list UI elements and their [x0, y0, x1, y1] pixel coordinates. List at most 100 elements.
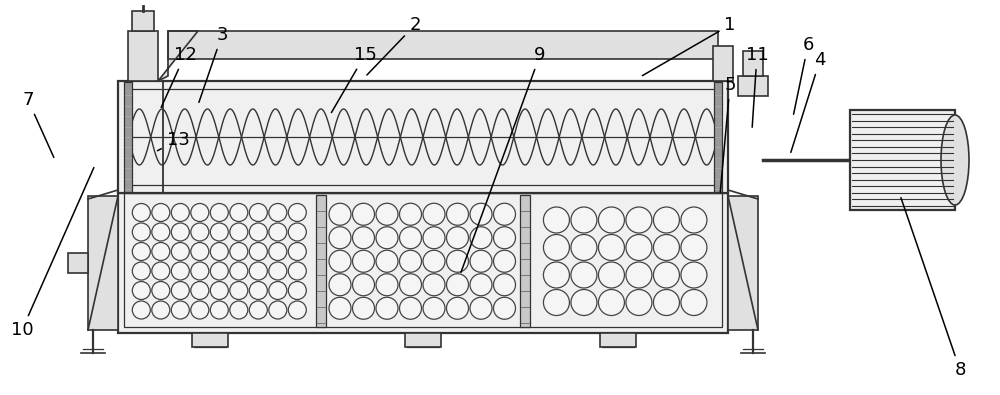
Bar: [128, 31, 158, 81]
Circle shape: [653, 207, 679, 233]
Circle shape: [329, 250, 351, 272]
Circle shape: [288, 243, 306, 260]
Circle shape: [571, 235, 597, 260]
Circle shape: [352, 250, 374, 272]
Circle shape: [329, 274, 351, 296]
Circle shape: [446, 274, 468, 296]
Circle shape: [249, 223, 267, 241]
Circle shape: [543, 262, 569, 288]
Circle shape: [446, 227, 468, 249]
Circle shape: [494, 203, 516, 225]
Circle shape: [653, 262, 679, 288]
Circle shape: [494, 250, 516, 272]
Circle shape: [494, 297, 516, 319]
Bar: [850, 110, 955, 210]
Circle shape: [494, 274, 516, 296]
Circle shape: [191, 243, 209, 260]
Circle shape: [470, 297, 492, 319]
Ellipse shape: [941, 115, 969, 205]
Circle shape: [152, 243, 170, 260]
Circle shape: [376, 227, 398, 249]
Text: 9: 9: [461, 46, 546, 273]
Text: 6: 6: [794, 36, 814, 114]
Circle shape: [400, 250, 422, 272]
Circle shape: [376, 203, 398, 225]
Circle shape: [249, 262, 267, 280]
Circle shape: [446, 297, 468, 319]
Bar: [316, 195, 326, 327]
Text: 13: 13: [157, 131, 189, 151]
Bar: [405, 333, 441, 347]
Circle shape: [191, 282, 209, 299]
Text: 2: 2: [367, 16, 421, 75]
Circle shape: [376, 297, 398, 319]
Bar: [124, 193, 722, 327]
Circle shape: [423, 227, 445, 249]
Text: 8: 8: [901, 198, 966, 379]
Bar: [738, 76, 768, 96]
Circle shape: [249, 301, 267, 319]
Circle shape: [626, 235, 652, 260]
Circle shape: [132, 301, 150, 319]
Circle shape: [681, 290, 707, 316]
Circle shape: [423, 250, 445, 272]
Bar: [118, 193, 728, 333]
Circle shape: [288, 282, 306, 299]
Circle shape: [171, 243, 189, 260]
Circle shape: [470, 274, 492, 296]
Circle shape: [288, 203, 306, 222]
Circle shape: [171, 223, 189, 241]
Text: 10: 10: [11, 167, 94, 339]
Circle shape: [288, 223, 306, 241]
Circle shape: [543, 290, 569, 316]
Circle shape: [230, 262, 248, 280]
Circle shape: [329, 297, 351, 319]
Circle shape: [681, 235, 707, 260]
Circle shape: [598, 235, 624, 260]
Circle shape: [470, 227, 492, 249]
Circle shape: [329, 203, 351, 225]
Circle shape: [494, 227, 516, 249]
Circle shape: [626, 290, 652, 316]
Circle shape: [400, 203, 422, 225]
Circle shape: [152, 203, 170, 222]
Circle shape: [681, 262, 707, 288]
Circle shape: [249, 243, 267, 260]
Circle shape: [653, 235, 679, 260]
Circle shape: [132, 282, 150, 299]
Circle shape: [653, 290, 679, 316]
Circle shape: [598, 290, 624, 316]
Text: 7: 7: [22, 91, 54, 158]
Circle shape: [132, 223, 150, 241]
Bar: [68, 253, 88, 273]
Circle shape: [191, 262, 209, 280]
Text: 15: 15: [331, 46, 376, 113]
Text: 5: 5: [720, 76, 736, 192]
Circle shape: [191, 223, 209, 241]
Circle shape: [269, 282, 287, 299]
Circle shape: [269, 301, 287, 319]
Circle shape: [288, 262, 306, 280]
Circle shape: [191, 203, 209, 222]
Circle shape: [446, 250, 468, 272]
Circle shape: [423, 297, 445, 319]
Circle shape: [249, 203, 267, 222]
Circle shape: [352, 227, 374, 249]
Circle shape: [423, 274, 445, 296]
Text: 4: 4: [791, 51, 826, 152]
Bar: [713, 46, 733, 81]
Circle shape: [626, 207, 652, 233]
Text: 12: 12: [161, 46, 196, 107]
Circle shape: [329, 227, 351, 249]
Bar: [124, 82, 132, 192]
Circle shape: [249, 282, 267, 299]
Circle shape: [288, 301, 306, 319]
Bar: [118, 81, 728, 193]
Circle shape: [210, 223, 228, 241]
Circle shape: [571, 207, 597, 233]
Circle shape: [470, 250, 492, 272]
Circle shape: [269, 223, 287, 241]
Bar: [600, 333, 636, 347]
Circle shape: [210, 262, 228, 280]
Bar: [520, 195, 530, 327]
